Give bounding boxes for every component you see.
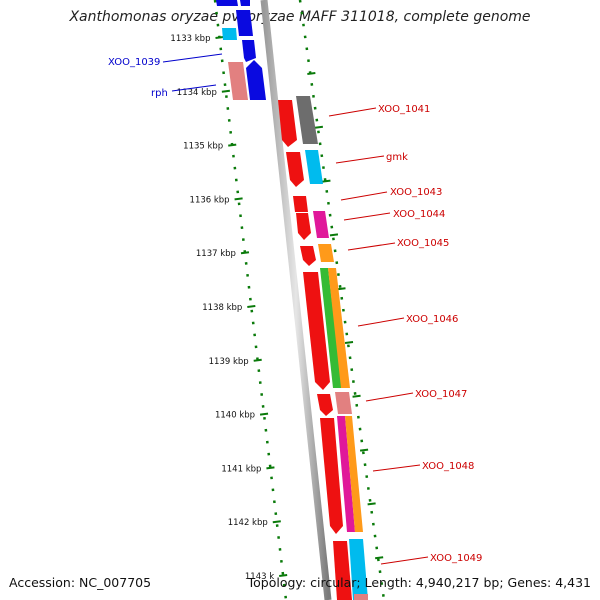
scale-marks: 1133 kbp 1134 kbp 1135 kbp 1136 kbp 1137 kbp… <box>170 34 288 582</box>
scale-tick <box>234 197 243 201</box>
gene-block-cyan-1049 <box>349 539 368 600</box>
scale-tick <box>215 36 224 39</box>
gene-arrow-red-1045 <box>300 246 316 266</box>
track-dash <box>322 179 331 183</box>
scale-label: 1134 kbp <box>177 88 217 98</box>
gene-arrow-blue-1039a <box>236 10 253 36</box>
gene-label-rph[interactable]: rph <box>151 88 168 99</box>
scale-tick <box>272 520 281 524</box>
track-dash <box>337 287 346 291</box>
gene-block-cyan-top <box>222 28 237 40</box>
topology-summary: Topology: circular; Length: 4,940,217 bp… <box>247 575 591 590</box>
track-dash <box>307 72 316 75</box>
accession-text: Accession: NC_007705 <box>9 575 152 590</box>
gene-block-orange-1046 <box>328 268 350 388</box>
gene-block-gray-1041 <box>296 96 318 144</box>
scale-tick <box>266 466 275 470</box>
gene-block-magenta-1044 <box>313 211 329 238</box>
scale-tick <box>221 89 230 93</box>
gene-arrow-blue-1039b <box>242 40 256 62</box>
gene-arrow-red-1043 <box>296 213 311 240</box>
gene-block-magenta-1048 <box>337 416 355 532</box>
gene-label-xoo-1048[interactable]: XOO_1048 <box>422 461 474 472</box>
scale-tick <box>247 305 256 308</box>
scale-tick <box>228 143 237 147</box>
scale-tick <box>240 251 250 255</box>
gene-label-xoo-1044[interactable]: XOO_1044 <box>393 209 445 220</box>
gene-label-xoo-1047[interactable]: XOO_1047 <box>415 389 467 400</box>
gene-block-pink-1047 <box>335 392 352 414</box>
track-dash <box>352 394 361 398</box>
gene-block-red-1049 <box>333 541 352 600</box>
gene-block-pink-bottom <box>354 594 368 600</box>
gene-arrow-blue-top2 <box>240 0 250 6</box>
gene-label-xoo-1045[interactable]: XOO_1045 <box>397 238 449 249</box>
gene-label-xoo-1043[interactable]: XOO_1043 <box>390 187 442 198</box>
gene-block-pink-rph <box>228 62 248 100</box>
scale-label: 1137 kbp <box>196 249 236 259</box>
scale-tick <box>279 574 288 577</box>
scale-tick <box>253 358 262 362</box>
track-dash <box>314 125 324 129</box>
track-dash <box>344 341 354 344</box>
gene-arrow-red-1048 <box>320 418 343 534</box>
gene-label-gmk[interactable]: gmk <box>386 152 408 163</box>
scale-label: 1141 kbp <box>221 464 261 474</box>
track-dash <box>375 556 384 560</box>
track-dash <box>329 233 339 237</box>
gene-block-cyan-gmk <box>305 150 323 184</box>
gene-arrow-red-1041 <box>278 100 297 147</box>
gene-label-xoo-1049[interactable]: XOO_1049 <box>430 553 482 564</box>
scale-track-left <box>213 0 288 600</box>
scale-label: 1143 k <box>245 572 274 582</box>
track-dash <box>367 502 376 506</box>
backbone <box>260 0 332 600</box>
leader-lines <box>162 53 429 565</box>
gene-features <box>216 0 368 600</box>
scale-label: 1133 kbp <box>170 34 210 44</box>
gene-arrow-red-gmk <box>286 152 304 187</box>
right-track-ticks <box>307 72 384 560</box>
gene-block-green-1046 <box>320 268 342 388</box>
gene-block-orange-1045 <box>318 244 334 262</box>
scale-label: 1142 kbp <box>228 518 268 528</box>
scale-label: 1135 kbp <box>183 142 223 152</box>
track-dash <box>359 448 369 452</box>
genome-title: Xanthomonas oryzae pv. oryzae MAFF 31101… <box>69 9 531 25</box>
scale-tick <box>259 412 269 416</box>
gene-block-orange-1048 <box>345 416 363 532</box>
scale-track-right <box>298 0 386 600</box>
gene-block-red-1043 <box>293 196 308 212</box>
scale-label: 1136 kbp <box>190 195 230 205</box>
gene-label-xoo-1039[interactable]: XOO_1039 <box>108 57 160 68</box>
scale-label: 1139 kbp <box>209 357 249 367</box>
scale-label: 1138 kbp <box>202 303 242 313</box>
gene-arrow-red-1047 <box>317 394 333 416</box>
gene-arrow-red-1046 <box>303 272 330 390</box>
scale-label: 1140 kbp <box>215 411 255 421</box>
gene-arrow-blue-top1 <box>216 0 238 6</box>
gene-arrow-blue-rph <box>246 60 266 100</box>
gene-label-xoo-1046[interactable]: XOO_1046 <box>406 314 458 325</box>
gene-label-xoo-1041[interactable]: XOO_1041 <box>378 104 430 115</box>
gene-labels: XOO_1039 rph XOO_1041 gmk XOO_1043 XOO_1… <box>108 57 482 564</box>
